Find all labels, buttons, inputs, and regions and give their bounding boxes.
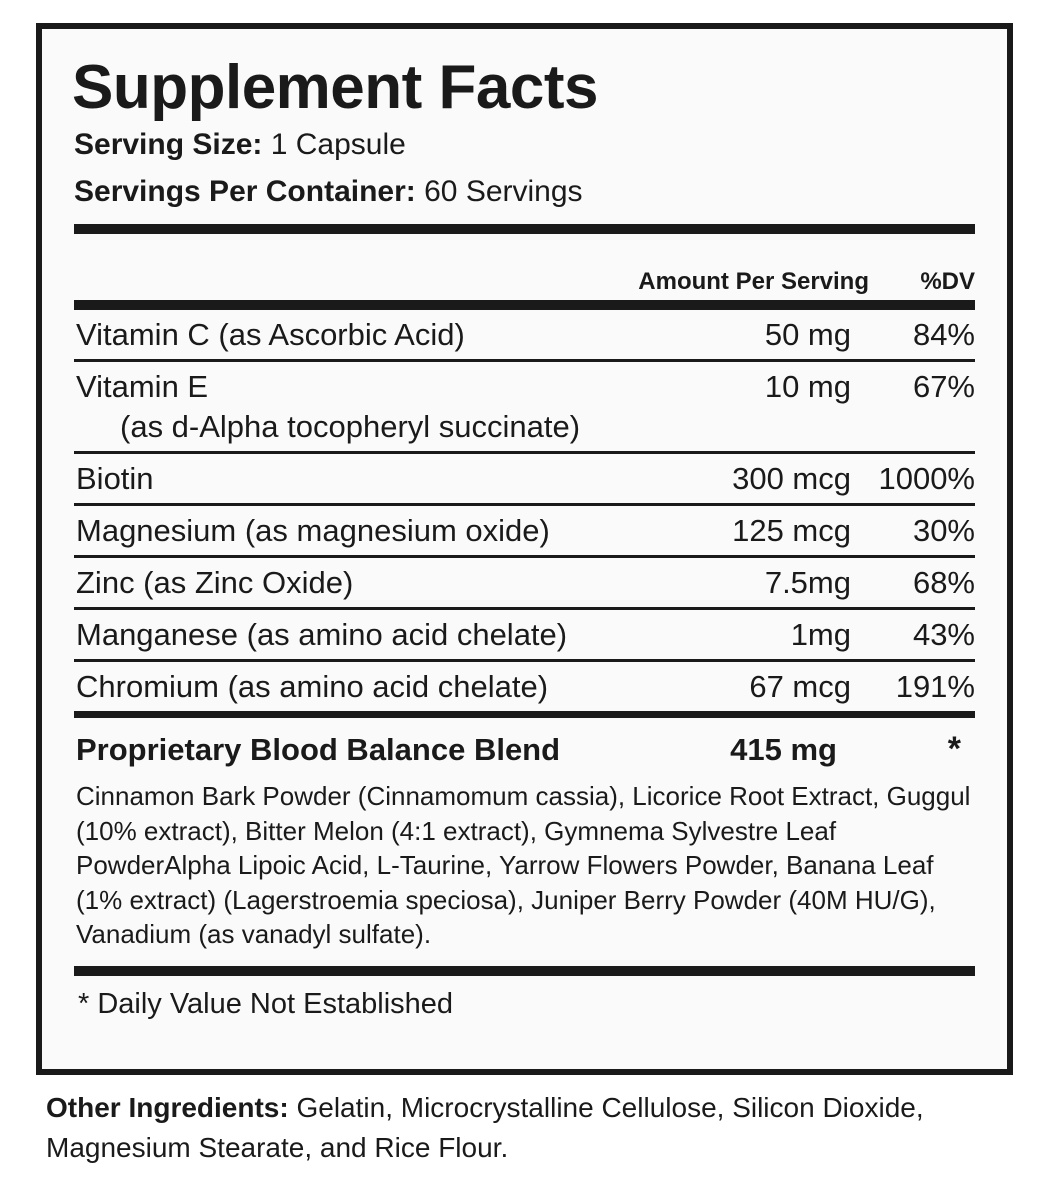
table-row: Zinc (as Zinc Oxide) 7.5mg 68%	[74, 558, 975, 607]
column-header-dv: %DV	[920, 268, 975, 295]
nutrient-dv: 43%	[912, 617, 975, 652]
nutrient-amount: 50 mg	[764, 317, 851, 352]
nutrient-amount: 67 mcg	[749, 669, 851, 704]
proprietary-blend-dv: *	[947, 730, 961, 768]
nutrient-dv: 68%	[912, 565, 975, 600]
nutrient-name: Zinc (as Zinc Oxide)	[76, 565, 354, 600]
row-divider	[74, 555, 975, 558]
other-ingredients-section: Other Ingredients: Gelatin, Microcrystal…	[46, 1088, 1021, 1168]
nutrient-amount: 125 mcg	[732, 513, 851, 548]
table-row: Manganese (as amino acid chelate) 1mg 43…	[74, 610, 975, 659]
nutrient-dv: 1000%	[878, 461, 975, 496]
table-row: Biotin 300 mcg 1000%	[74, 454, 975, 503]
servings-per-container-label: Servings Per Container:	[74, 174, 416, 208]
proprietary-blend-amount: 415 mg	[730, 732, 837, 767]
divider-below-column-headers	[74, 300, 975, 310]
nutrient-amount: 300 mcg	[732, 461, 851, 496]
proprietary-blend-name: Proprietary Blood Balance Blend	[76, 732, 561, 767]
row-divider	[74, 359, 975, 362]
page-title: Supplement Facts	[72, 53, 599, 122]
nutrient-name-main: Vitamin E	[76, 369, 209, 404]
row-divider	[74, 503, 975, 506]
table-row: Vitamin C (as Ascorbic Acid) 50 mg 84%	[74, 310, 975, 359]
nutrient-dv: 30%	[912, 513, 975, 548]
nutrient-dv: 191%	[895, 669, 975, 704]
nutrient-amount: 1mg	[790, 617, 851, 652]
serving-size-value: 1 Capsule	[270, 128, 406, 161]
column-header-row: Amount Per Serving %DV	[74, 234, 975, 300]
nutrient-name: Vitamin C (as Ascorbic Acid)	[76, 317, 465, 352]
serving-size-label: Serving Size:	[74, 128, 263, 161]
nutrient-name: Magnesium (as magnesium oxide)	[76, 513, 550, 548]
nutrient-name-subtitle: (as d-Alpha tocopheryl succinate)	[120, 409, 581, 444]
nutrient-name: Biotin	[76, 461, 154, 496]
nutrient-amount: 7.5mg	[764, 565, 851, 600]
other-ingredients-label: Other Ingredients:	[46, 1092, 289, 1123]
servings-per-container-value: 60 Servings	[424, 174, 583, 208]
supplement-facts-panel: Supplement Facts Serving Size: 1 Capsule…	[36, 23, 1013, 1075]
row-divider	[74, 451, 975, 454]
table-row: Chromium (as amino acid chelate) 67 mcg …	[74, 662, 975, 711]
nutrient-dv: 67%	[912, 369, 975, 404]
nutrient-name: Chromium (as amino acid chelate)	[76, 669, 549, 704]
divider-below-serving-info	[74, 224, 975, 234]
table-row: Magnesium (as magnesium oxide) 125 mcg 3…	[74, 506, 975, 555]
row-divider	[74, 607, 975, 610]
servings-per-container-line: Servings Per Container: 60 Servings	[74, 172, 975, 213]
row-divider	[74, 659, 975, 662]
nutrient-name: Manganese (as amino acid chelate)	[76, 617, 568, 652]
table-row: Vitamin E (as d-Alpha tocopheryl succina…	[74, 362, 975, 451]
nutrient-amount: 10 mg	[764, 369, 851, 404]
divider-above-footnote	[74, 965, 975, 976]
column-header-amount: Amount Per Serving	[638, 268, 869, 295]
other-ingredients-text: Gelatin, Microcrystalline Cellulose, Sil…	[46, 1092, 924, 1163]
proprietary-blend-row: Proprietary Blood Balance Blend 415 mg *	[74, 718, 975, 777]
nutrient-name: Vitamin E (as d-Alpha tocopheryl succina…	[74, 371, 605, 442]
serving-size-line: Serving Size: 1 Capsule	[74, 125, 975, 166]
nutrient-dv: 84%	[912, 317, 975, 352]
divider-above-blend	[74, 711, 975, 718]
proprietary-blend-ingredients: Cinnamon Bark Powder (Cinnamomum cassia)…	[76, 781, 971, 950]
daily-value-footnote: * Daily Value Not Established	[78, 987, 454, 1020]
